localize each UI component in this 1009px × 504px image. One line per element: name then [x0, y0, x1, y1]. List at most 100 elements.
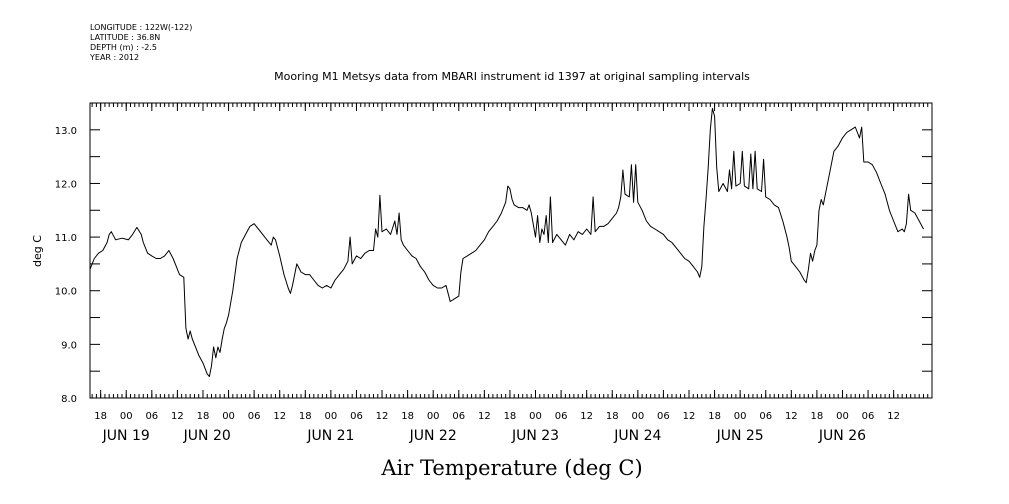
data-point [820, 199, 822, 200]
data-point [273, 236, 274, 238]
data-point [215, 357, 217, 359]
y-tick-label: 9.0 [61, 340, 77, 351]
data-point [140, 234, 142, 235]
y-tick-label: 13.0 [55, 126, 77, 137]
data-point [803, 279, 805, 281]
data-point [194, 344, 195, 345]
data-point [590, 234, 592, 235]
data-point [752, 188, 754, 190]
data-point [501, 212, 502, 214]
data-point [842, 137, 843, 139]
data-point [121, 237, 123, 239]
x-hour-label: 06 [759, 411, 772, 422]
data-point [475, 250, 477, 251]
data-point [548, 242, 549, 243]
x-hour-label: 06 [248, 411, 261, 422]
data-point [729, 169, 730, 171]
data-point [202, 362, 204, 364]
data-point [791, 260, 792, 262]
data-point [778, 207, 779, 208]
data-point [232, 290, 234, 292]
data-point [635, 164, 636, 165]
data-point [467, 255, 468, 257]
data-point [377, 236, 379, 238]
data-point [857, 132, 858, 133]
data-point [305, 274, 306, 275]
data-point [492, 226, 494, 227]
x-hour-label: 00 [325, 411, 338, 422]
data-point [577, 231, 579, 232]
metadata-block: LONGITUDE : 122W(-122) LATITUDE : 36.8N … [89, 23, 192, 62]
data-point [424, 271, 426, 273]
data-point [586, 228, 587, 230]
data-point [788, 247, 790, 249]
data-point [846, 132, 847, 133]
data-point [541, 228, 543, 230]
data-point [420, 266, 421, 267]
x-hour-label: 00 [427, 411, 440, 422]
data-point [716, 167, 717, 168]
data-point [701, 266, 703, 267]
data-point [573, 239, 575, 241]
data-point [309, 274, 310, 275]
x-day-label: JUN 19 [102, 428, 150, 444]
data-point [373, 250, 374, 251]
data-point [599, 226, 600, 227]
data-point [275, 239, 276, 241]
data-point [569, 234, 570, 235]
data-point [415, 258, 417, 259]
x-hour-label: 00 [120, 411, 133, 422]
x-day-label: JUN 21 [306, 428, 354, 444]
data-point [742, 151, 743, 152]
data-point [360, 258, 362, 259]
data-point [228, 314, 229, 316]
data-point [411, 255, 413, 257]
x-hour-label: 06 [350, 411, 363, 422]
data-point [300, 271, 302, 273]
data-point [693, 266, 694, 267]
x-hour-label: 00 [222, 411, 235, 422]
data-point [833, 151, 835, 152]
data-point [754, 151, 756, 152]
data-point [368, 250, 370, 251]
data-point [471, 252, 472, 254]
data-point [667, 239, 668, 241]
x-day-label: JUN 24 [613, 428, 661, 444]
data-point [607, 223, 609, 224]
data-point [183, 277, 185, 278]
x-tick-labels: 18 00 06 12 18 00 06 12 18 00 06 12 18 00 06 12 18 00 06 12… [94, 411, 900, 444]
data-point [339, 274, 340, 275]
data-point [739, 183, 741, 184]
data-point [880, 183, 882, 184]
data-point [94, 258, 95, 259]
data-point [923, 228, 924, 230]
data-point [115, 239, 116, 241]
data-point [855, 126, 856, 128]
data-point [192, 338, 193, 340]
data-point [379, 195, 381, 196]
data-point [531, 212, 532, 214]
data-point [545, 215, 547, 216]
y-axis-label: deg C [31, 235, 44, 267]
data-point [684, 258, 685, 259]
data-point [795, 266, 796, 267]
data-point [375, 228, 376, 230]
x-day-label: JUN 20 [183, 428, 231, 444]
data-point [769, 199, 771, 200]
data-point [292, 285, 293, 286]
data-point [185, 328, 187, 329]
plot-frame [89, 102, 933, 399]
data-point [143, 242, 144, 243]
y-tick-label: 8.0 [61, 394, 77, 405]
data-point [707, 167, 709, 168]
data-point [825, 193, 826, 195]
data-point [633, 201, 634, 203]
data-point [612, 218, 613, 219]
data-point [447, 293, 449, 294]
data-point [449, 301, 451, 302]
data-point [322, 287, 323, 289]
data-point [381, 231, 383, 232]
data-point [484, 239, 485, 241]
data-point [897, 231, 899, 232]
x-hour-label: 12 [785, 411, 798, 422]
